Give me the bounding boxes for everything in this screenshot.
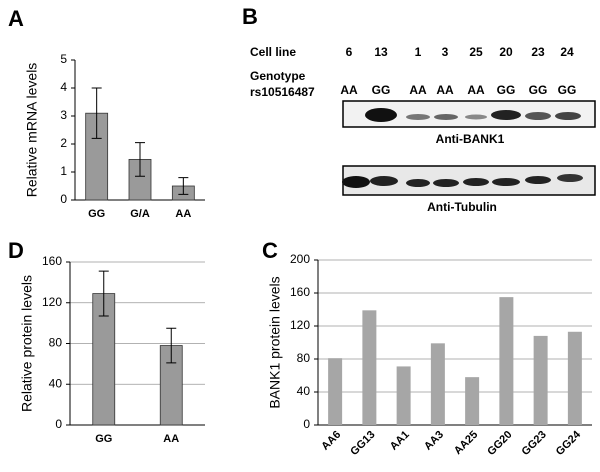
blot-bank1 (342, 100, 596, 128)
y-tick-label: 40 (297, 384, 311, 398)
y-tick-label: 80 (297, 351, 311, 365)
cell-line: 24 (560, 45, 574, 59)
y-tick-label: 4 (60, 80, 67, 94)
genotype: GG (497, 83, 516, 97)
y-tick-label: 2 (60, 136, 67, 150)
y-tick-label: 0 (55, 417, 62, 431)
y-tick-label: 0 (60, 192, 67, 206)
y-tick-label: 3 (60, 108, 67, 122)
x-tick-label: GG (95, 433, 112, 445)
y-tick-label: 80 (49, 336, 63, 350)
y-axis-label: BANK1 protein levels (267, 276, 283, 408)
error-bar (135, 142, 145, 177)
bar (362, 310, 377, 425)
genotype: AA (467, 83, 485, 97)
y-tick-label: 5 (60, 52, 67, 66)
x-tick-label: GG (88, 208, 105, 220)
panel-letter: D (8, 238, 24, 263)
cell-line: 25 (469, 45, 483, 59)
genotype: AA (436, 83, 454, 97)
y-tick-label: 160 (290, 285, 310, 299)
error-bar (166, 327, 177, 364)
antibody-label: Anti-Tubulin (427, 200, 497, 214)
error-bar (178, 177, 189, 195)
error-bar (98, 270, 109, 317)
panel-letter: C (262, 238, 278, 263)
x-tick-label: AA (175, 208, 191, 220)
genotype: AA (340, 83, 358, 97)
cell-line: 13 (374, 45, 388, 59)
y-tick-label: 40 (49, 376, 63, 390)
genotype-label: Genotype (250, 69, 306, 83)
bar (430, 343, 445, 425)
x-tick-label: AA3 (422, 429, 446, 453)
cell-line: 1 (415, 45, 422, 59)
bar (328, 358, 343, 425)
blot-tubulin (342, 165, 596, 196)
y-tick-label: 0 (303, 417, 310, 431)
y-tick-label: 1 (60, 164, 67, 178)
panel-letter: A (8, 6, 24, 31)
panel-letter: B (242, 4, 258, 29)
bar (396, 366, 411, 425)
y-tick-label: 120 (290, 318, 310, 332)
genotype: GG (529, 83, 548, 97)
bar (567, 331, 582, 425)
x-tick-label: GG20 (485, 429, 514, 458)
genotype: GG (558, 83, 577, 97)
x-tick-label: GG13 (348, 429, 377, 458)
bar (533, 335, 548, 425)
y-tick-label: 160 (42, 254, 62, 268)
bar (499, 297, 514, 425)
cell-line: 3 (442, 45, 449, 59)
x-tick-label: AA (163, 433, 179, 445)
cell-line: 23 (531, 45, 545, 59)
error-bar (91, 87, 102, 139)
antibody-label: Anti-BANK1 (436, 132, 505, 146)
x-tick-label: AA25 (452, 429, 480, 457)
x-tick-label: GG24 (554, 428, 584, 458)
y-axis-label: Relative mRNA levels (24, 63, 40, 198)
x-tick-label: G/A (130, 208, 150, 220)
y-axis-label: Relative protein levels (19, 275, 35, 412)
x-tick-label: AA6 (319, 429, 343, 453)
y-tick-label: 200 (290, 252, 310, 266)
bar (465, 377, 480, 425)
cell-line: 6 (346, 45, 353, 59)
cell-line: 20 (499, 45, 513, 59)
genotype: AA (409, 83, 427, 97)
snp-label: rs10516487 (250, 85, 315, 99)
cell-line-label: Cell line (250, 45, 296, 59)
y-tick-label: 120 (42, 295, 62, 309)
x-tick-label: GG23 (520, 429, 549, 458)
genotype: GG (372, 83, 391, 97)
x-tick-label: AA1 (388, 429, 412, 453)
